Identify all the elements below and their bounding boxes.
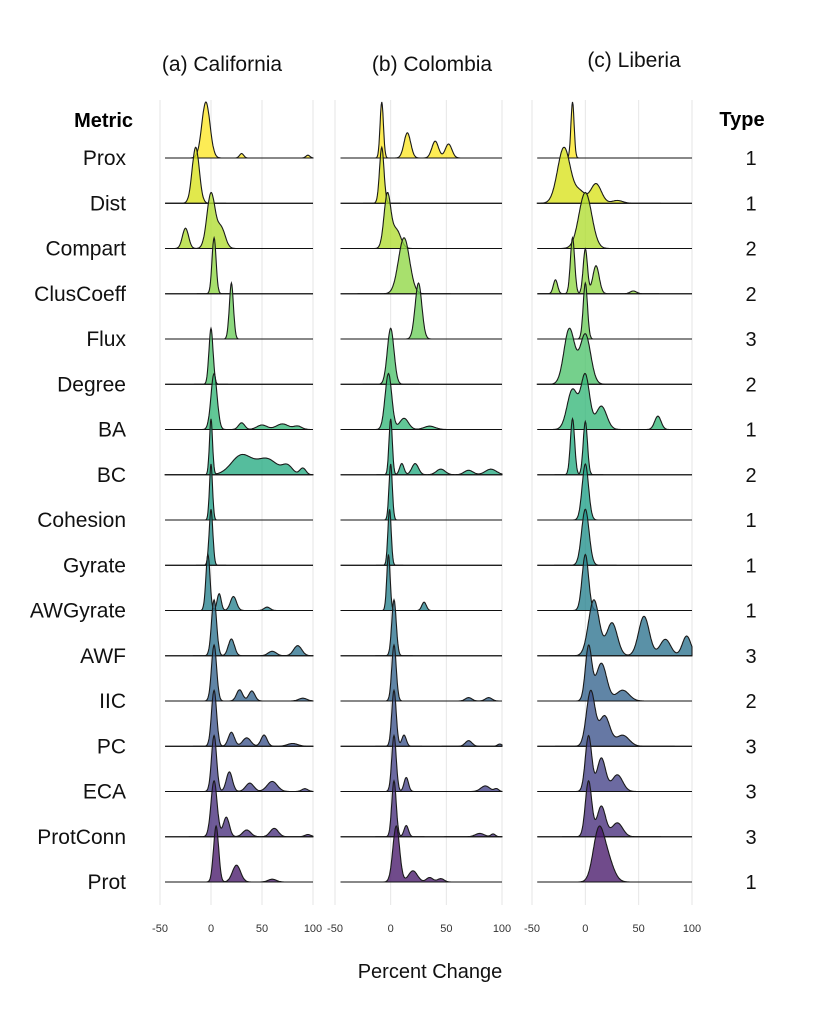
type-label: 2 (745, 284, 756, 306)
density-ridge-cohesion (537, 463, 692, 521)
density-ridge-gyrate (537, 508, 692, 566)
density-ridge-pc (340, 688, 503, 747)
density-ridge-prot (165, 824, 313, 883)
x-tick-label: 100 (304, 923, 322, 935)
density-ridge-gyrate (165, 509, 313, 566)
type-label: 3 (745, 646, 756, 668)
density-ridge-flux (537, 281, 692, 340)
panel-title: (a) California (162, 53, 283, 76)
type-label: 1 (745, 555, 756, 577)
density-ridge-protconn (165, 779, 314, 838)
type-label: 1 (745, 420, 756, 442)
type-label: 1 (745, 601, 756, 623)
x-tick-label: 100 (683, 923, 701, 935)
type-label: 3 (745, 782, 756, 804)
metric-label: AWGyrate (30, 600, 126, 623)
metric-label: Cohesion (37, 509, 126, 532)
x-tick-label: 50 (440, 923, 452, 935)
x-tick-label: -50 (524, 923, 540, 935)
metric-label: Dist (90, 192, 126, 215)
panel-title: (c) Liberia (587, 49, 681, 72)
density-ridge-prox (165, 101, 314, 159)
x-tick-label: -50 (152, 923, 168, 935)
type-label: 3 (745, 736, 756, 758)
density-ridge-protconn (340, 779, 503, 838)
density-ridge-gyrate (340, 509, 502, 566)
type-label: 1 (745, 193, 756, 215)
type-header: Type (719, 109, 764, 131)
type-label: 2 (745, 691, 756, 713)
density-ridge-dist (340, 145, 502, 204)
x-tick-label: 0 (388, 923, 394, 935)
metric-label: ClusCoeff (34, 283, 126, 306)
density-ridge-eca (340, 733, 503, 793)
density-ridge-awgyrate (537, 553, 692, 612)
metric-label: BA (98, 419, 126, 442)
x-tick-label: 0 (208, 923, 214, 935)
density-ridge-ba (165, 372, 313, 431)
metric-label: Prot (87, 871, 126, 894)
type-label: 1 (745, 510, 756, 532)
metric-label: AWF (80, 645, 126, 668)
density-ridge-dist (536, 146, 692, 204)
density-ridge-awgyrate (165, 552, 313, 612)
metric-label: Compart (45, 238, 126, 261)
panel-title: (b) Colombia (372, 53, 493, 76)
x-tick-label: -50 (327, 923, 343, 935)
density-ridge-degree (536, 327, 692, 385)
density-ridge-degree (165, 326, 313, 385)
type-label: 2 (745, 239, 756, 261)
density-ridge-awgyrate (340, 554, 502, 612)
type-label: 2 (745, 374, 756, 396)
density-ridge-cluscoeff (537, 236, 692, 295)
density-ridge-prox (340, 101, 502, 159)
metric-label: ProtConn (37, 826, 126, 849)
x-axis-label: Percent Change (358, 961, 503, 983)
metric-label: Gyrate (63, 554, 126, 577)
density-ridge-prox (537, 101, 692, 159)
metric-label: ECA (83, 781, 126, 804)
metric-header: Metric (74, 110, 133, 132)
type-label: 1 (745, 872, 756, 894)
density-ridge-iic (340, 643, 502, 702)
density-ridge-cluscoeff (340, 237, 502, 295)
x-tick-label: 50 (633, 923, 645, 935)
metric-label: IIC (99, 690, 126, 713)
type-label: 1 (745, 148, 756, 170)
x-tick-label: 0 (582, 923, 588, 935)
density-ridge-compart (340, 191, 502, 250)
density-ridge-bc (340, 418, 503, 476)
metric-label: BC (97, 464, 126, 487)
density-ridge-flux (165, 281, 313, 340)
type-label: 3 (745, 329, 756, 351)
x-tick-label: 50 (256, 923, 268, 935)
metric-label: Degree (57, 373, 126, 396)
x-tick-label: 100 (493, 923, 511, 935)
type-label: 3 (745, 827, 756, 849)
density-ridge-ba (340, 372, 502, 431)
density-ridge-awf (537, 599, 693, 657)
metric-label: PC (97, 735, 126, 758)
metric-label: Flux (86, 328, 126, 351)
density-ridge-flux (340, 282, 502, 340)
type-label: 2 (745, 465, 756, 487)
metric-label: Prox (83, 147, 127, 170)
